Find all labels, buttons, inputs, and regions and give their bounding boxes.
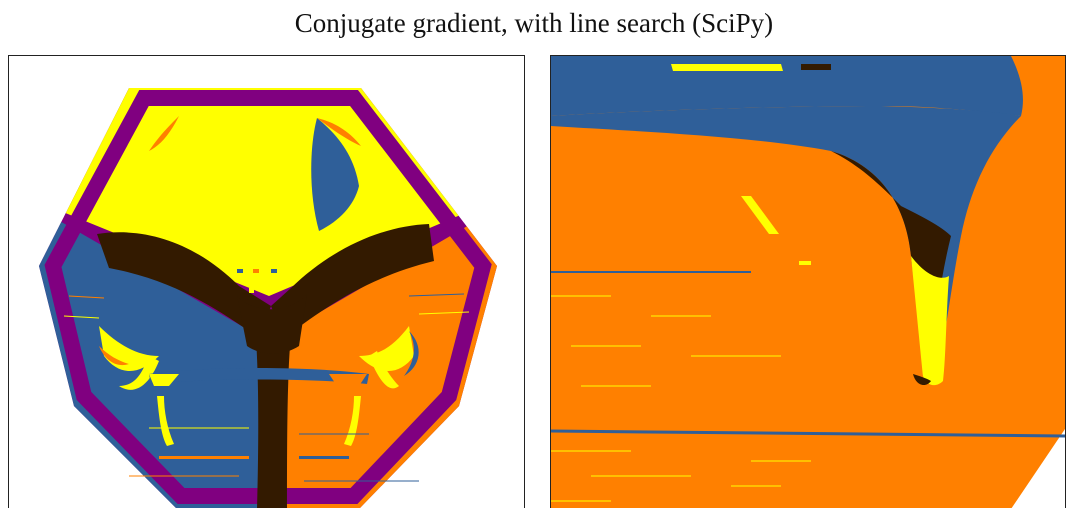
lobes-left [99, 116, 219, 390]
center-marks [237, 269, 277, 293]
zoom-region-yellow-tail [911, 256, 949, 386]
basin-map-zoom-graphic [551, 56, 1065, 508]
noise-streaks [63, 293, 470, 482]
separatrix-arms [97, 224, 434, 508]
basin-map-zoom [550, 55, 1066, 508]
basin-map-full [8, 55, 525, 508]
zoom-yellow-streak-top [671, 64, 783, 71]
zoom-region-blue-lobe [551, 106, 1021, 376]
basin-map-full-graphic [39, 88, 497, 508]
lobes-right [311, 118, 419, 389]
figure-title: Conjugate gradient, with line search (Sc… [294, 8, 774, 38]
zoom-streaks [551, 271, 1065, 502]
zoom-region-blue-top [551, 56, 1023, 116]
zoom-yellow-dash [741, 196, 779, 234]
zoom-region-white [1011, 428, 1065, 508]
